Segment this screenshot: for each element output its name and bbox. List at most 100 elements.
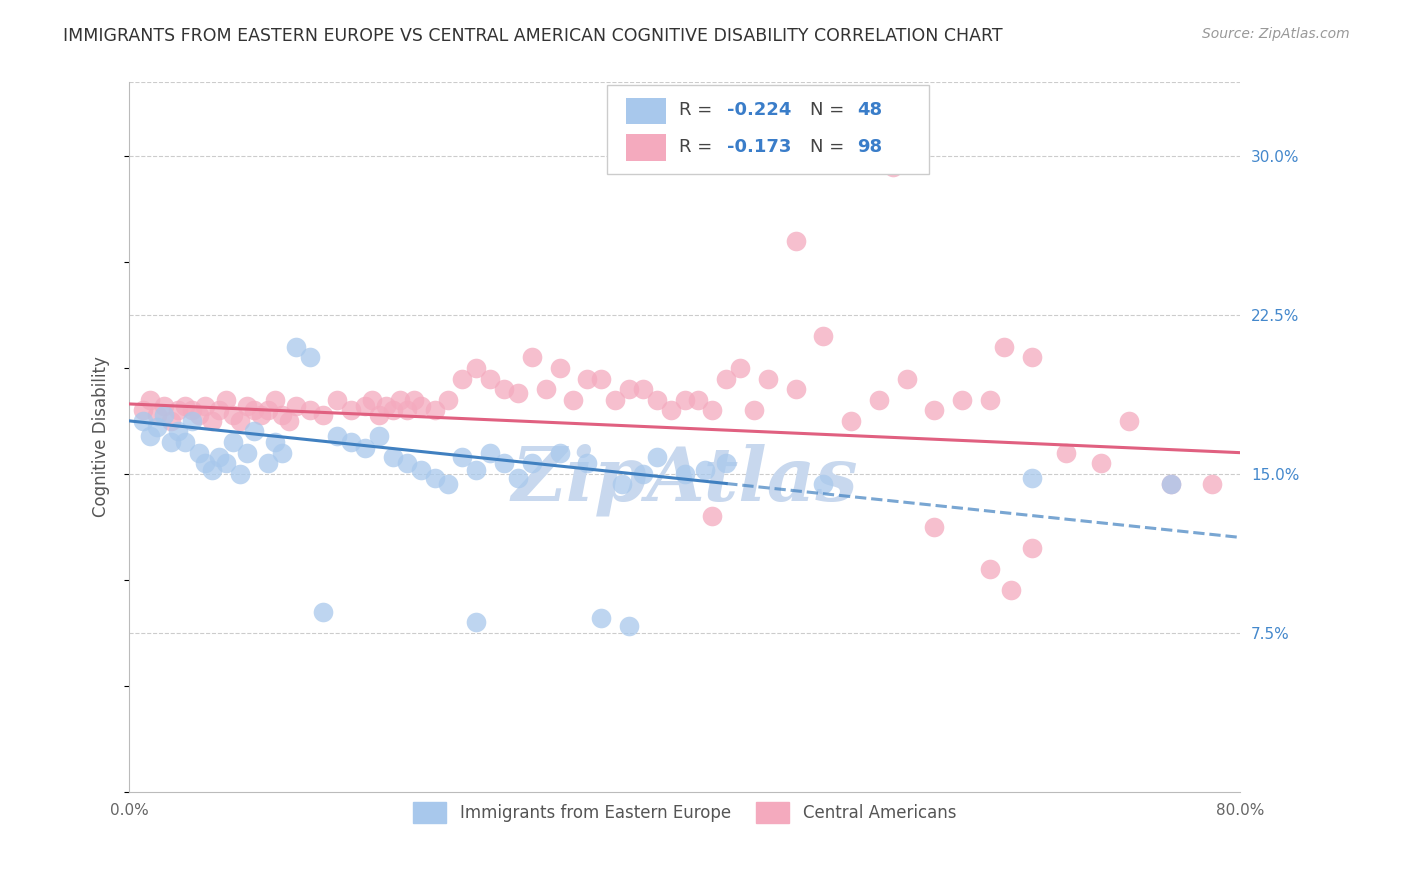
Point [534,382,557,396]
Point [813,477,835,491]
Point [695,462,717,476]
Point [298,403,321,417]
Point [326,392,349,407]
Point [250,408,273,422]
Point [506,386,529,401]
Point [451,450,474,464]
Point [270,445,292,459]
Point [132,414,155,428]
Point [264,435,287,450]
Point [1021,471,1043,485]
Point [388,392,411,407]
Point [1090,456,1112,470]
FancyBboxPatch shape [607,86,929,174]
Text: N =: N = [810,138,851,156]
Text: R =: R = [679,138,718,156]
Point [839,414,862,428]
Point [326,428,349,442]
Text: -0.224: -0.224 [727,102,792,120]
Point [492,456,515,470]
Point [173,435,195,450]
Point [1000,583,1022,598]
Point [950,392,973,407]
Point [979,392,1001,407]
Point [1201,477,1223,491]
Point [1021,541,1043,555]
Point [152,399,174,413]
Text: 98: 98 [856,138,882,156]
Point [132,403,155,417]
Point [229,414,252,428]
Point [924,520,946,534]
Point [562,392,585,407]
Point [368,408,391,422]
Point [603,392,626,407]
Bar [626,135,665,161]
Point [180,414,202,428]
Point [243,403,266,417]
Point [284,399,307,413]
Point [785,382,807,396]
Point [395,403,418,417]
Point [354,399,377,413]
Point [993,340,1015,354]
Point [208,403,231,417]
Point [1054,445,1077,459]
Point [924,403,946,417]
Text: IMMIGRANTS FROM EASTERN EUROPE VS CENTRAL AMERICAN COGNITIVE DISABILITY CORRELAT: IMMIGRANTS FROM EASTERN EUROPE VS CENTRA… [63,27,1002,45]
Point [215,456,238,470]
Point [368,428,391,442]
Legend: Immigrants from Eastern Europe, Central Americans: Immigrants from Eastern Europe, Central … [406,796,963,830]
Point [465,615,488,629]
Point [257,456,280,470]
Point [813,329,835,343]
Point [340,435,363,450]
Point [409,399,432,413]
Point [395,456,418,470]
Point [236,445,259,459]
Point [437,477,460,491]
Point [702,509,724,524]
Point [139,392,162,407]
Point [257,403,280,417]
Point [465,462,488,476]
Point [714,456,737,470]
Text: R =: R = [679,102,718,120]
Point [187,408,209,422]
Point [548,445,571,459]
Y-axis label: Cognitive Disability: Cognitive Disability [93,356,110,517]
Point [159,414,181,428]
Point [166,425,188,439]
Point [423,403,446,417]
Point [688,392,710,407]
Point [1021,351,1043,365]
Point [146,408,169,422]
Point [591,611,613,625]
Point [702,403,724,417]
Point [270,408,292,422]
Point [312,605,335,619]
Point [479,445,502,459]
Point [492,382,515,396]
Point [208,450,231,464]
Point [277,414,299,428]
Point [166,403,188,417]
Point [610,477,633,491]
Point [520,351,543,365]
Point [728,360,751,375]
Point [617,619,640,633]
Point [180,403,202,417]
Point [312,408,335,422]
Point [361,392,384,407]
Point [194,456,217,470]
Point [882,160,904,174]
Text: 48: 48 [856,102,882,120]
Point [631,467,654,481]
Text: Source: ZipAtlas.com: Source: ZipAtlas.com [1202,27,1350,41]
Point [194,399,217,413]
Point [659,403,682,417]
Point [576,456,599,470]
Point [187,445,209,459]
Point [673,467,696,481]
Point [173,399,195,413]
